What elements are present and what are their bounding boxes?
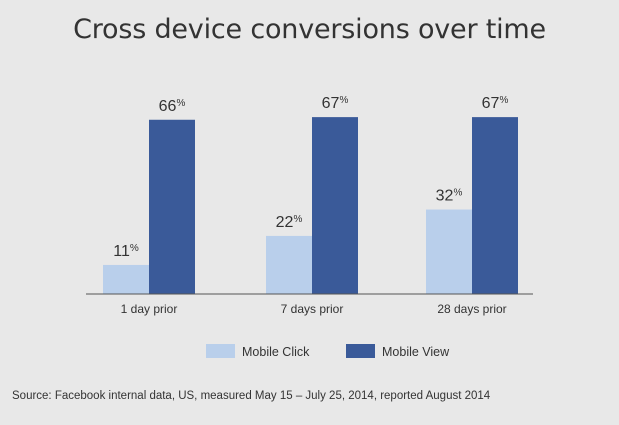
data-label-mobile-click-3: 32%: [436, 188, 463, 205]
chart-title: Cross device conversions over time: [73, 14, 546, 45]
bar-mobile-click-3: [426, 209, 472, 294]
x-tick-label-1: 1 day prior: [121, 302, 178, 316]
data-label-mobile-view-1: 66%: [159, 98, 186, 115]
x-tick-label-2: 7 days prior: [281, 302, 344, 316]
data-label-mobile-view-3: 67%: [482, 95, 509, 112]
data-label-mobile-click-1: 11%: [113, 243, 139, 260]
legend-label-mobile-click: Mobile Click: [242, 345, 310, 359]
data-label-mobile-click-2: 22%: [276, 214, 303, 231]
legend-label-mobile-view: Mobile View: [382, 345, 450, 359]
legend-swatch-mobile-view: [346, 344, 375, 358]
data-label-mobile-view-2: 67%: [322, 95, 349, 112]
bar-mobile-view-3: [472, 117, 518, 295]
bar-mobile-click-1: [103, 264, 149, 294]
legend-swatch-mobile-click: [206, 344, 235, 358]
bar-mobile-view-1: [149, 119, 195, 294]
source-note: Source: Facebook internal data, US, meas…: [12, 390, 491, 402]
bar-mobile-click-2: [266, 235, 312, 294]
x-tick-label-3: 28 days prior: [437, 302, 506, 316]
bar-mobile-view-2: [312, 117, 358, 295]
